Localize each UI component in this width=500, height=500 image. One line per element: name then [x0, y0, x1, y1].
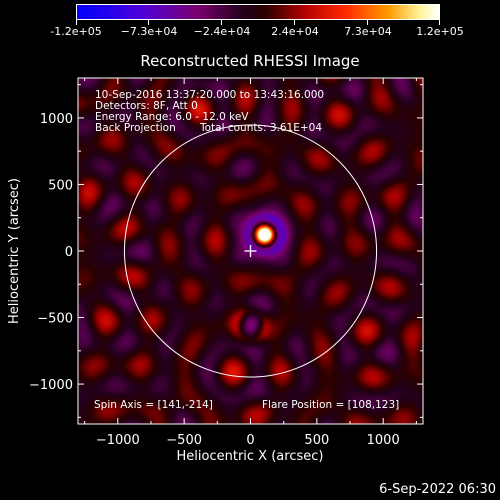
colorbar-label: 7.3e+04	[344, 25, 392, 38]
annotation-detectors: Detectors: 8F, Att 0	[95, 100, 198, 112]
x-tick-label: 500	[304, 433, 329, 448]
y-tick-label: 1000	[40, 112, 73, 127]
colorbar-label: 1.2e+05	[416, 25, 464, 38]
x-tick-label: −1000	[96, 433, 140, 448]
y-tick-label: 500	[48, 178, 73, 193]
x-axis-label: Heliocentric X (arcsec)	[177, 449, 324, 464]
x-tick-label: 1000	[367, 433, 400, 448]
colorbar-label: −7.3e+04	[120, 25, 178, 38]
y-axis-label: Heliocentric Y (arcsec)	[7, 178, 22, 324]
colorbar-ticks	[76, 20, 440, 26]
annotation-time-range: 10-Sep-2016 13:37:20.000 to 13:43:16.000	[95, 89, 324, 101]
colorbar-label: -1.2e+05	[50, 25, 102, 38]
colorbar-label: 2.4e+04	[271, 25, 319, 38]
colorbar	[76, 4, 440, 20]
annotation-total-counts: Total counts: 3.61E+04	[199, 122, 322, 134]
annotation-energy-range: Energy Range: 6.0 - 12.0 keV	[95, 111, 249, 123]
x-tick-label: −500	[166, 433, 202, 448]
solar-limb-circle	[123, 124, 378, 378]
annotation-flare-position: Flare Position = [108,123]	[262, 399, 399, 411]
axis-ticks	[78, 78, 423, 424]
annotation-spin-axis: Spin Axis = [141,-214]	[94, 399, 213, 411]
colorbar-label: −2.4e+04	[193, 25, 251, 38]
x-tick-label: 0	[246, 433, 254, 448]
y-tick-label: −500	[37, 312, 73, 327]
annotation-method: Back Projection	[95, 122, 176, 134]
y-tick-label: 0	[65, 245, 73, 260]
chart-title: Reconstructed RHESSI Image	[140, 52, 360, 70]
y-tick-label: −1000	[29, 378, 73, 393]
sun-center-marker	[244, 245, 257, 257]
timestamp: 6-Sep-2022 06:30	[379, 482, 496, 497]
